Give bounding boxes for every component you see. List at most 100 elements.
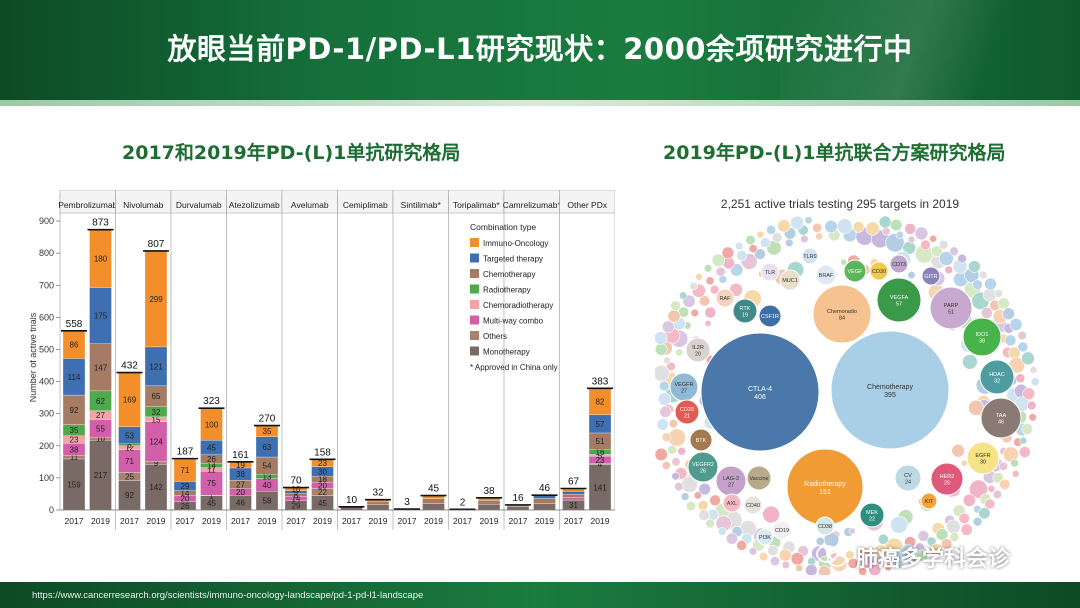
segment-label: 31 — [569, 501, 578, 510]
small-target-bubble — [661, 320, 675, 334]
left-chart-subtitle: 2017和2019年PD-(L)1单抗研究格局 — [122, 142, 461, 164]
bar-total-label: 383 — [592, 376, 609, 387]
small-target-bubble — [711, 253, 726, 267]
small-target-bubble — [748, 547, 758, 556]
y-tick-label: 600 — [39, 312, 54, 322]
small-target-bubble — [1004, 334, 1017, 347]
small-target-bubble — [1009, 318, 1023, 331]
segment-label: 71 — [125, 457, 134, 466]
bubble-chart-title: 2,251 active trials testing 295 targets … — [721, 197, 959, 211]
small-target-bubble — [697, 499, 709, 511]
y-tick-label: 200 — [39, 441, 54, 451]
small-target-bubble — [655, 343, 668, 356]
small-target-bubble — [695, 273, 703, 281]
segment-label: 6 — [127, 441, 132, 450]
small-target-bubble — [962, 493, 976, 507]
panel-title: Durvalumab — [176, 200, 222, 210]
bar-segment — [422, 498, 445, 504]
y-tick-label: 500 — [39, 344, 54, 354]
segment-label: 100 — [205, 420, 219, 429]
target-bubble — [966, 441, 1000, 475]
small-target-bubble — [721, 246, 735, 260]
target-bubble — [722, 493, 742, 513]
segment-label: 38 — [70, 445, 79, 454]
y-tick-label: 800 — [39, 248, 54, 258]
segment-label: 23 — [70, 436, 79, 445]
bubble-label: CV — [904, 473, 912, 479]
small-target-bubble — [704, 306, 717, 319]
segment-label: 10 — [96, 435, 105, 444]
segment-label: 20 — [236, 488, 245, 497]
target-bubble — [812, 284, 872, 344]
small-target-bubble — [895, 230, 904, 239]
footer-source-link[interactable]: https://www.cancerresearch.org/scientist… — [32, 590, 424, 601]
target-bubble — [674, 399, 700, 425]
bubble-value: 27 — [681, 389, 687, 395]
small-target-bubble — [754, 248, 766, 260]
bar-total-label: 67 — [568, 476, 580, 487]
target-bubble — [830, 330, 950, 450]
panel-title: Sintilimab* — [401, 200, 442, 210]
bubble-label: VEGFR2 — [692, 462, 714, 468]
segment-label: 9 — [294, 488, 299, 497]
small-target-bubble — [804, 216, 813, 225]
target-bubble — [732, 298, 758, 324]
small-target-bubble — [677, 446, 687, 456]
bubble-label: MUC1 — [782, 278, 798, 284]
segment-label: 20 — [181, 494, 190, 503]
target-bubble — [756, 528, 774, 546]
x-tick-label: 2017 — [287, 516, 306, 526]
small-target-bubble — [698, 509, 710, 521]
bubble-value: 30 — [980, 460, 986, 466]
x-tick-label: 2019 — [535, 516, 554, 526]
y-tick-label: 0 — [49, 505, 54, 515]
small-target-bubble — [668, 419, 678, 429]
target-bubble — [980, 397, 1022, 439]
segment-label: 169 — [123, 396, 137, 405]
x-tick-label: 2019 — [591, 516, 610, 526]
small-target-bubble — [795, 564, 804, 572]
small-target-bubble — [848, 527, 856, 535]
small-target-bubble — [1021, 351, 1035, 366]
small-target-bubble — [658, 380, 670, 392]
segment-label: 14 — [181, 489, 190, 498]
bar-total-label: 161 — [232, 450, 249, 461]
small-target-bubble — [655, 447, 668, 462]
small-target-bubble — [715, 266, 726, 277]
small-target-bubble — [907, 235, 916, 244]
segment-label: 142 — [149, 483, 163, 492]
legend-label: Immuno-Oncology — [483, 239, 548, 248]
target-bubble — [760, 262, 780, 282]
bar-total-label: 158 — [314, 447, 331, 458]
small-target-bubble — [771, 232, 783, 243]
panel-title: Avelumab — [291, 200, 329, 210]
target-bubble — [801, 247, 819, 265]
segment-label: 58 — [263, 497, 272, 506]
target-bubble — [876, 277, 922, 323]
panel-title: Other PDx — [567, 200, 607, 210]
segment-label: 63 — [263, 443, 272, 452]
x-tick-label: 2019 — [202, 516, 221, 526]
segment-label: 14 — [207, 461, 216, 470]
small-target-bubble — [877, 533, 889, 545]
bubble-label: CSF1R — [761, 314, 779, 320]
segment-label: 51 — [596, 437, 605, 446]
target-bubble — [689, 428, 713, 452]
bubble-value: 84 — [839, 316, 845, 322]
legend-label: Radiotherapy — [483, 286, 531, 295]
x-tick-label: 2019 — [480, 516, 499, 526]
legend-swatch — [470, 253, 479, 263]
x-tick-label: 2017 — [509, 516, 528, 526]
x-tick-label: 2019 — [424, 516, 443, 526]
bubble-value: 46 — [998, 420, 1004, 426]
bubble-value: 57 — [896, 302, 902, 308]
segment-label: 30 — [318, 467, 327, 476]
bar-total-label: 558 — [66, 319, 83, 330]
bubble-value: 29 — [944, 481, 950, 487]
small-target-bubble — [709, 494, 721, 507]
bubble-label: KIT — [925, 499, 934, 505]
small-target-bubble — [778, 548, 792, 562]
target-bubble — [815, 516, 835, 536]
bubble-chart: 2,251 active trials testing 295 targets … — [655, 197, 1040, 575]
target-bubble — [962, 317, 1002, 357]
